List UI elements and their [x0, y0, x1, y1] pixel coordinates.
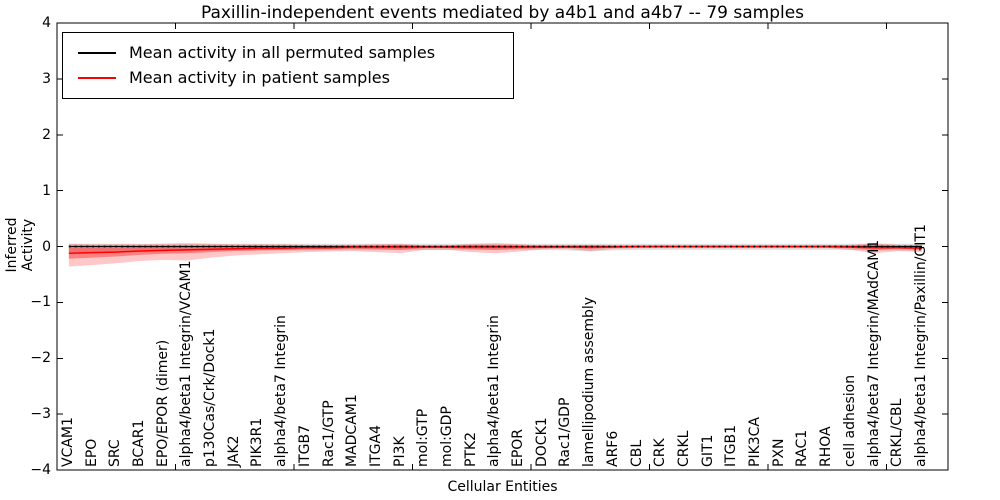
x-tick-label: DOCK1	[533, 417, 550, 467]
legend-label: Mean activity in all permuted samples	[129, 43, 436, 62]
x-tick-label: RHOA	[818, 426, 835, 467]
x-tick-label: alpha4/beta1 Integrin	[486, 315, 503, 467]
legend-entry-permuted: Mean activity in all permuted samples	[63, 40, 513, 65]
x-tick-label: CBL	[628, 439, 645, 467]
x-tick-label: Rac1/GTP	[320, 400, 337, 467]
x-tick-label: Rac1/GDP	[557, 397, 574, 467]
x-tick-label: EPO	[83, 438, 100, 467]
x-tick-label: ITGB1	[723, 424, 740, 467]
x-tick-label: PXN	[770, 438, 787, 467]
x-tick-label: PTK2	[462, 431, 479, 467]
patient-spread-outer-band	[68, 243, 922, 267]
x-tick-label: ARF6	[604, 430, 621, 467]
x-tick-label: ITGB7	[296, 424, 313, 467]
x-tick-label: mol:GTP	[415, 408, 432, 467]
x-tick-label: alpha4/beta7 Integrin/MAdCAM1	[865, 239, 882, 467]
x-tick-label: alpha4/beta7 Integrin	[273, 315, 290, 467]
x-tick-label: SRC	[107, 439, 124, 467]
x-tick-label: alpha4/beta1 Integrin/Paxillin/GIT1	[912, 224, 929, 467]
y-tick-label: 2	[42, 126, 51, 143]
legend: Mean activity in all permuted samples Me…	[62, 32, 514, 99]
y-tick-label: −1	[30, 294, 51, 311]
x-tick-label: PI3K	[391, 436, 408, 467]
y-tick-label: 1	[42, 182, 51, 199]
x-tick-label: CRKL	[675, 430, 692, 467]
x-tick-label: EPOR	[510, 428, 527, 467]
x-tick-label: PIK3CA	[747, 416, 764, 467]
x-tick-label: ITGA4	[367, 424, 384, 467]
legend-label: Mean activity in patient samples	[129, 68, 390, 87]
x-tick-label: MADCAM1	[344, 394, 361, 467]
y-tick-label: 4	[42, 15, 51, 31]
x-tick-label: lamellipodium assembly	[581, 296, 598, 467]
legend-line-red	[78, 76, 116, 79]
x-tick-label: EPO/EPOR (dimer)	[154, 339, 171, 467]
x-tick-label: RAC1	[794, 429, 811, 467]
x-axis-label: Cellular Entities	[447, 479, 558, 495]
legend-entry-patient: Mean activity in patient samples	[63, 65, 513, 90]
x-tick-label: alpha4/beta1 Integrin/VCAM1	[178, 260, 195, 468]
x-tick-label: cell adhesion	[841, 374, 858, 467]
y-tick-label: −2	[30, 350, 51, 367]
x-tick-label: CRK	[652, 438, 669, 467]
x-tick-label: VCAM1	[59, 417, 76, 467]
x-tick-label: mol:GDP	[438, 406, 455, 467]
x-tick-label: p130Cas/Crk/Dock1	[202, 328, 219, 467]
mean-patient-line	[68, 245, 922, 254]
x-tick-label: CRKL/CBL	[889, 398, 906, 467]
y-tick-label: −3	[30, 406, 51, 423]
y-tick-label: 3	[42, 70, 51, 87]
y-tick-label: 0	[42, 238, 51, 255]
y-tick-label: −4	[30, 462, 51, 478]
x-tick-label: BCAR1	[130, 419, 147, 467]
legend-line-black	[78, 51, 116, 54]
x-tick-label: PIK3R1	[249, 417, 266, 467]
x-tick-label: JAK2	[225, 435, 242, 467]
chart-title: Paxillin-independent events mediated by …	[200, 3, 805, 23]
x-tick-label: GIT1	[699, 434, 716, 467]
